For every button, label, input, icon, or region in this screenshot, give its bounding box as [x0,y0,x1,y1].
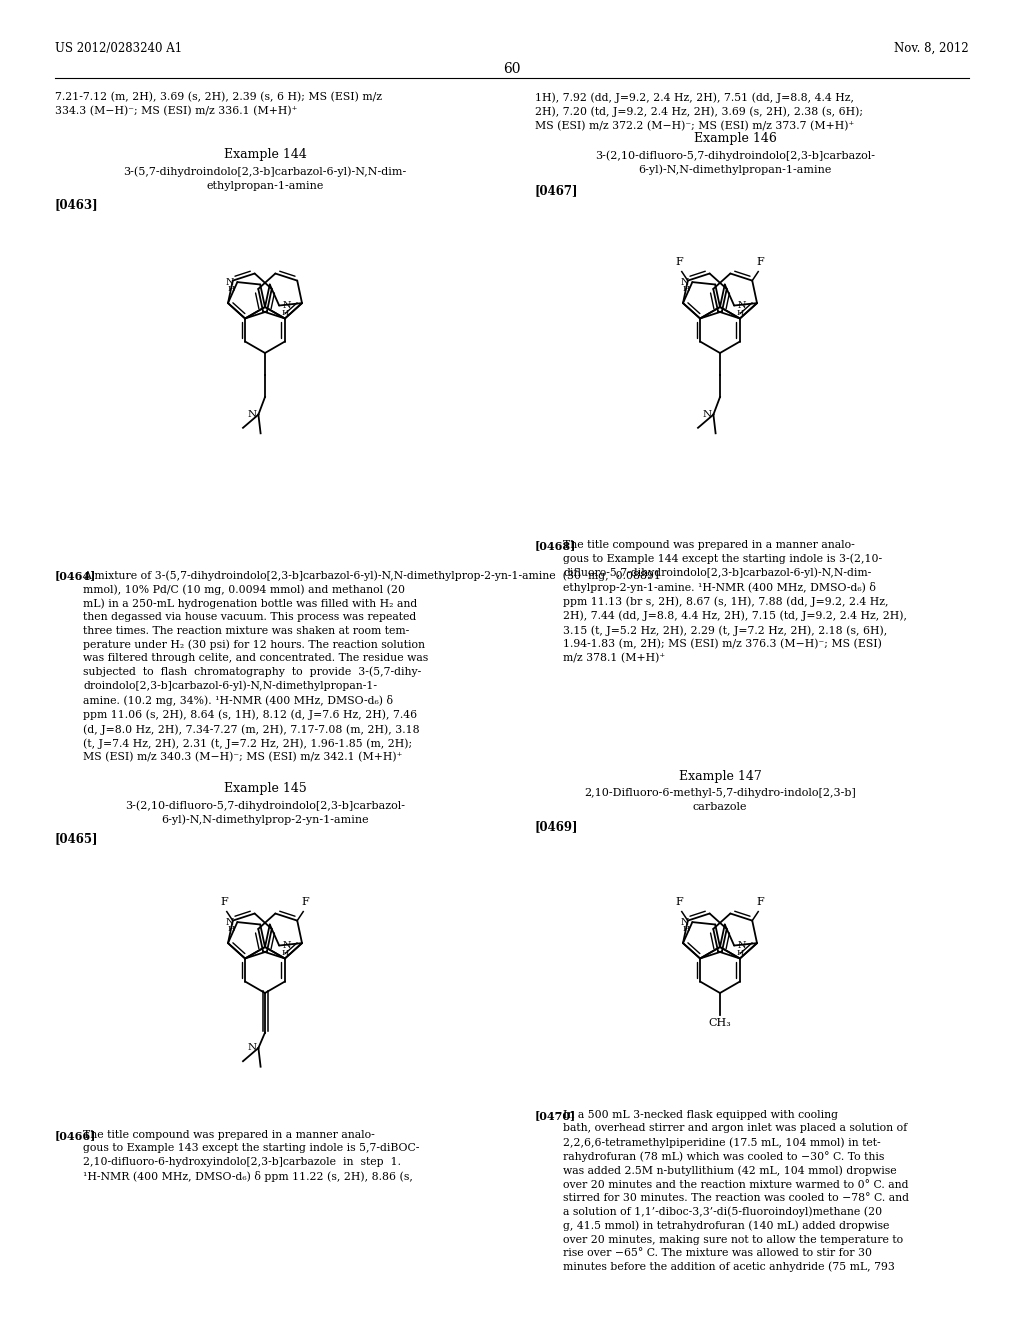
Text: [0465]: [0465] [55,832,98,845]
Text: 2,10-Difluoro-6-methyl-5,7-dihydro-indolo[2,3-b]
carbazole: 2,10-Difluoro-6-methyl-5,7-dihydro-indol… [584,788,856,812]
Text: F: F [757,896,764,907]
Text: CH₃: CH₃ [709,1018,731,1028]
Text: In a 500 mL 3-necked flask equipped with cooling
bath, overhead stirrer and argo: In a 500 mL 3-necked flask equipped with… [563,1110,909,1272]
Text: 7.21-7.12 (m, 2H), 3.69 (s, 2H), 2.39 (s, 6 H); MS (ESI) m/z
334.3 (M−H)⁻; MS (E: 7.21-7.12 (m, 2H), 3.69 (s, 2H), 2.39 (s… [55,92,382,116]
Text: H: H [228,285,236,293]
Text: 3-(5,7-dihydroindolo[2,3-b]carbazol-6-yl)-N,N-dim-
ethylpropan-1-amine: 3-(5,7-dihydroindolo[2,3-b]carbazol-6-yl… [123,166,407,190]
Text: 3-(2,10-difluoro-5,7-dihydroindolo[2,3-b]carbazol-
6-yl)-N,N-dimethylpropan-1-am: 3-(2,10-difluoro-5,7-dihydroindolo[2,3-b… [595,150,874,176]
Text: N: N [283,941,291,950]
Text: F: F [676,896,684,907]
Text: F: F [676,256,684,267]
Text: US 2012/0283240 A1: US 2012/0283240 A1 [55,42,182,55]
Text: H: H [683,285,690,293]
Text: Example 147: Example 147 [679,770,762,783]
Text: N: N [247,1044,256,1052]
Text: H: H [736,309,743,317]
Text: Nov. 8, 2012: Nov. 8, 2012 [894,42,969,55]
Text: H: H [228,925,236,933]
Text: A mixture of 3-(5,7-dihydroindolo[2,3-b]carbazol-6-yl)-N,N-dimethylprop-2-yn-1-a: A mixture of 3-(5,7-dihydroindolo[2,3-b]… [83,570,660,763]
Text: N: N [226,277,234,286]
Text: [0463]: [0463] [55,198,98,211]
Text: H: H [736,949,743,957]
Text: N: N [681,917,689,927]
Text: H: H [282,309,289,317]
Text: [0469]: [0469] [535,820,579,833]
Text: Example 146: Example 146 [693,132,776,145]
Text: N: N [226,917,234,927]
Text: N: N [247,411,256,420]
Text: F: F [301,896,309,907]
Text: 3-(2,10-difluoro-5,7-dihydroindolo[2,3-b]carbazol-
6-yl)-N,N-dimethylprop-2-yn-1: 3-(2,10-difluoro-5,7-dihydroindolo[2,3-b… [125,800,406,825]
Text: [0470]: [0470] [535,1110,577,1121]
Text: Example 144: Example 144 [223,148,306,161]
Text: Example 145: Example 145 [223,781,306,795]
Text: N: N [681,277,689,286]
Text: 60: 60 [503,62,521,77]
Text: N: N [737,301,745,310]
Text: [0466]: [0466] [55,1130,96,1140]
Text: N: N [283,301,291,310]
Text: F: F [221,896,228,907]
Text: The title compound was prepared in a manner analo-
gous to Example 143 except th: The title compound was prepared in a man… [83,1130,420,1181]
Text: F: F [757,256,764,267]
Text: [0467]: [0467] [535,183,579,197]
Text: H: H [683,925,690,933]
Text: N: N [702,411,712,420]
Text: The title compound was prepared in a manner analo-
gous to Example 144 except th: The title compound was prepared in a man… [563,540,907,663]
Text: N: N [737,941,745,950]
Text: [0464]: [0464] [55,570,96,581]
Text: 1H), 7.92 (dd, J=9.2, 2.4 Hz, 2H), 7.51 (dd, J=8.8, 4.4 Hz,
2H), 7.20 (td, J=9.2: 1H), 7.92 (dd, J=9.2, 2.4 Hz, 2H), 7.51 … [535,92,863,131]
Text: H: H [282,949,289,957]
Text: [0468]: [0468] [535,540,577,550]
